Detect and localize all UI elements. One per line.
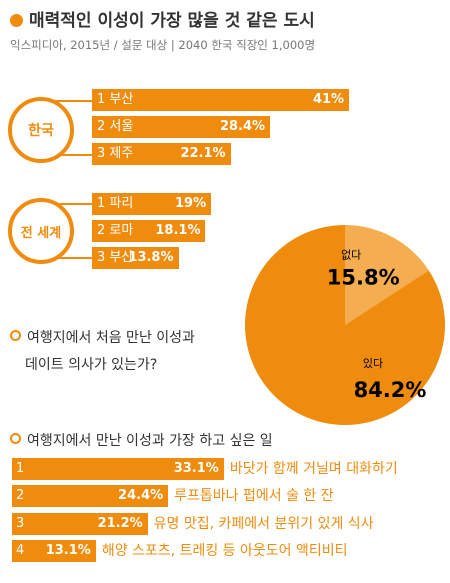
activity-bar-value: 33.1% <box>173 461 219 476</box>
korea-bar <box>92 116 271 138</box>
activity-bar <box>12 539 96 562</box>
activity-bar <box>12 512 148 535</box>
pie-value-yes: 84.2% <box>354 378 427 402</box>
question-1-line-1: 여행지에서 처음 만난 이성과 <box>10 328 195 348</box>
world-bar-value: 18.1% <box>155 223 201 238</box>
activity-bar-rank: 4 <box>16 542 25 558</box>
korea-circle: 한국 <box>8 97 74 163</box>
korea-bar-value: 28.4% <box>219 119 266 134</box>
activity-bar-rank: 1 <box>16 461 25 476</box>
source-subtitle: 익스피디아, 2015년 / 설문 대상 | 2040 한국 직장인 1,000… <box>10 38 316 52</box>
title-dot-icon <box>10 14 23 27</box>
pie-slice-yes <box>245 225 445 425</box>
world-bar <box>92 220 206 242</box>
question-1-line-2: 데이트 의사가 있는가? <box>25 357 158 373</box>
dating-pie-chart: 없다 15.8% 있다 84.2% <box>245 225 445 425</box>
world-bar-value: 19% <box>175 196 207 211</box>
world-circle: 전 세계 <box>8 198 74 264</box>
bullet-icon <box>10 433 21 444</box>
bullet-icon <box>10 330 21 341</box>
world-bar-label: 3 부산 <box>97 250 134 265</box>
pie-value-no: 15.8% <box>327 266 400 290</box>
world-bar-label: 2 로마 <box>97 223 134 238</box>
world-bar <box>92 193 212 215</box>
world-bar <box>92 247 179 269</box>
korea-bar <box>92 89 350 111</box>
activity-label: 바닷가 함께 거닐며 대화하기 <box>229 461 398 477</box>
activity-bar <box>12 485 169 508</box>
activity-label: 루프톱바나 펍에서 술 한 잔 <box>174 488 334 505</box>
korea-bar-label: 3 제주 <box>97 146 134 161</box>
pie-label-yes: 있다 <box>363 357 383 370</box>
korea-bracket-stub <box>34 154 92 156</box>
world-bracket-stub <box>34 257 92 259</box>
activity-bar <box>12 458 224 480</box>
world-bar-label: 1 파리 <box>97 196 134 211</box>
activity-label: 해양 스포츠, 트레킹 등 아웃도어 액티비티 <box>101 542 348 559</box>
korea-bar-value: 22.1% <box>180 146 226 161</box>
korea-bar-value: 41% <box>312 92 345 107</box>
world-bar-value: 13.8% <box>128 250 174 265</box>
pie-label-no: 없다 <box>341 249 361 262</box>
world-label: 전 세계 <box>20 225 62 241</box>
activity-bar-rank: 2 <box>16 488 25 504</box>
korea-bar-label: 1 부산 <box>97 92 134 107</box>
pie-slice-no <box>345 225 429 325</box>
activity-bar-value: 13.1% <box>45 542 91 558</box>
activity-bar-value: 21.2% <box>97 515 143 531</box>
korea-bar <box>92 143 231 165</box>
title-text: 매력적인 이성이 가장 많을 것 같은 도시 <box>29 11 315 31</box>
activity-bar-value: 24.4% <box>118 488 164 504</box>
korea-label: 한국 <box>28 123 54 139</box>
question-2: 여행지에서 만난 이성과 가장 하고 싶은 일 <box>10 431 273 451</box>
page-title: 매력적인 이성이 가장 많을 것 같은 도시 <box>10 6 315 31</box>
activity-bar-rank: 3 <box>16 515 25 531</box>
activity-label: 유명 맛집, 카페에서 분위기 있게 식사 <box>153 515 374 532</box>
korea-bar-label: 2 서울 <box>97 119 134 134</box>
